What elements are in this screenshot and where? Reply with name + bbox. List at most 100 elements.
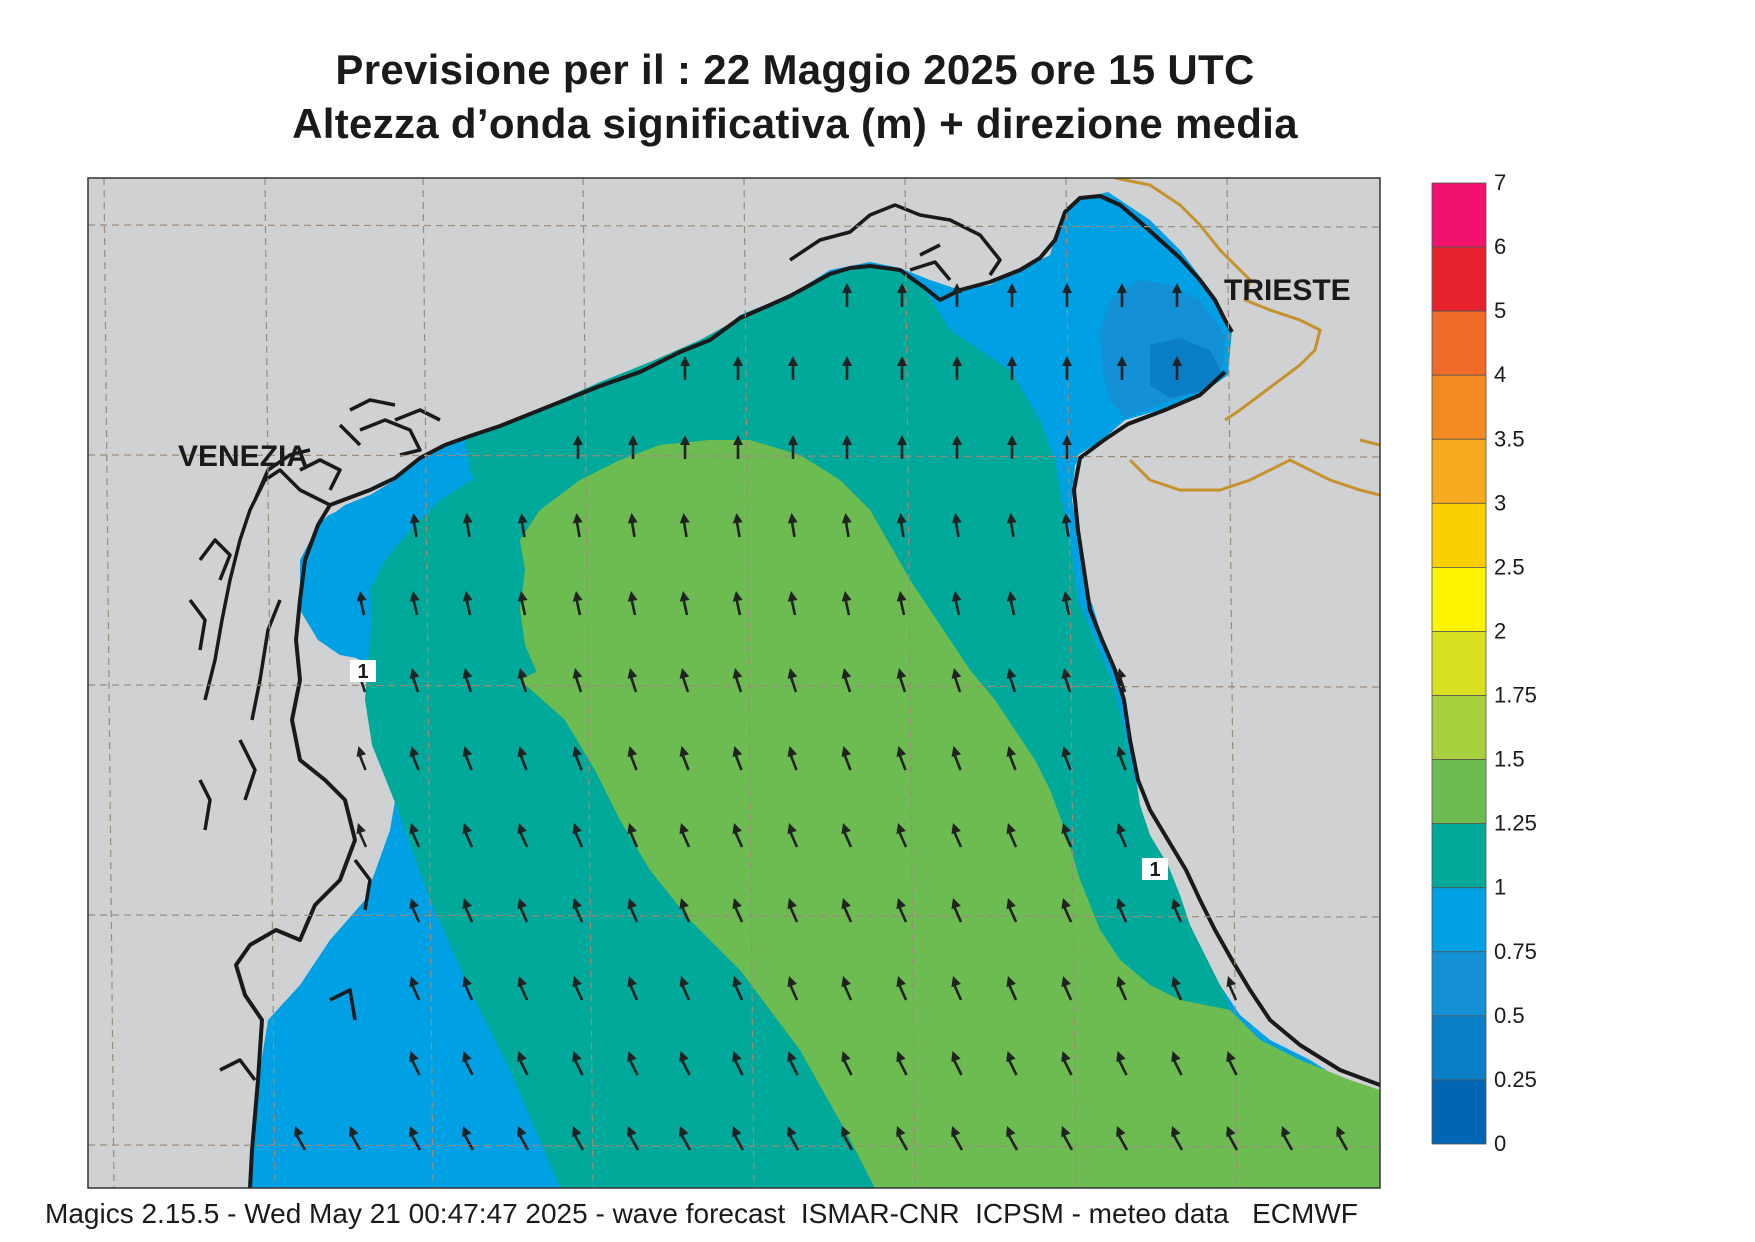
direction-arrow	[356, 823, 368, 848]
legend-label: 3	[1494, 490, 1506, 515]
meridian-line	[103, 178, 115, 1188]
direction-arrow	[1116, 668, 1127, 693]
contour-label-text: 1	[1149, 859, 1160, 881]
direction-arrow	[679, 823, 691, 848]
direction-arrow	[786, 1126, 800, 1151]
legend-swatch	[1431, 182, 1487, 248]
direction-arrow	[788, 356, 798, 380]
meridian-line	[743, 178, 755, 1188]
legend-label: 5	[1494, 298, 1506, 323]
istria-land	[1072, 290, 1380, 1100]
direction-arrow	[951, 898, 963, 923]
direction-arrow	[461, 1126, 475, 1151]
legend-label: 4	[1494, 362, 1506, 387]
direction-arrow	[627, 1051, 639, 1076]
sea-band-0.25-0.5	[1150, 338, 1222, 398]
legend-label: 6	[1494, 234, 1506, 259]
direction-arrow	[952, 435, 962, 459]
direction-arrow	[1170, 1126, 1184, 1151]
direction-arrow	[1006, 823, 1018, 848]
direction-arrow	[733, 356, 743, 380]
direction-arrow	[951, 1051, 963, 1076]
direction-arrow	[678, 1126, 692, 1151]
direction-arrow	[356, 591, 367, 616]
direction-arrow	[1006, 591, 1017, 616]
legend-swatch	[1431, 695, 1487, 760]
direction-arrow	[517, 513, 528, 538]
direction-arrow	[517, 976, 529, 1001]
direction-arrow	[1006, 1051, 1018, 1076]
direction-arrow	[1335, 1126, 1349, 1151]
direction-arrow	[732, 668, 743, 693]
direction-arrow	[517, 898, 529, 923]
direction-arrow	[896, 1051, 908, 1076]
direction-arrow	[787, 823, 799, 848]
direction-arrow	[1006, 746, 1017, 771]
direction-arrow	[627, 823, 639, 848]
direction-arrow	[679, 513, 690, 538]
coastline-west	[234, 503, 357, 1188]
legend-swatch	[1431, 951, 1487, 1017]
direction-arrow	[952, 356, 962, 380]
map-frame	[87, 177, 1381, 1189]
legend-label: 0	[1494, 1131, 1506, 1156]
meridian-line	[264, 178, 276, 1188]
direction-arrow	[573, 435, 583, 459]
legend-swatch	[1431, 374, 1487, 440]
legend-label: 0.25	[1494, 1067, 1537, 1092]
direction-arrow	[462, 746, 473, 771]
direction-arrow	[572, 513, 583, 538]
direction-arrow	[732, 746, 743, 771]
direction-arrow	[462, 513, 473, 538]
direction-arrow	[1226, 976, 1238, 1001]
meridian-line	[422, 178, 434, 1188]
wave-direction-arrows	[293, 283, 1349, 1151]
direction-arrow	[787, 976, 799, 1001]
lagoon-outline	[188, 398, 441, 1082]
direction-arrow	[409, 668, 420, 693]
direction-arrow	[679, 746, 690, 771]
legend-swatch	[1431, 246, 1487, 312]
meridian-line	[904, 178, 916, 1188]
direction-arrow	[409, 1051, 421, 1076]
legend-swatch	[1431, 887, 1487, 953]
direction-arrow	[517, 823, 529, 848]
direction-arrow	[841, 513, 852, 538]
legend-swatch	[1431, 823, 1487, 889]
direction-arrow	[348, 1126, 362, 1151]
direction-arrow	[951, 746, 962, 771]
direction-arrow	[1171, 1051, 1183, 1076]
direction-arrow	[1005, 1126, 1019, 1151]
direction-arrow	[1006, 668, 1017, 693]
direction-arrow	[1006, 513, 1017, 538]
direction-arrow	[732, 898, 744, 923]
color-legend: 7 6 5 4 3.5 3 2.5 2 1.75 1.5 1.25 1 0.75 0.5 0.25 0	[1431, 170, 1537, 1156]
contour-label-text: 1	[357, 661, 368, 683]
map-area: 1 1 VENEZIA TRIESTE	[88, 178, 1380, 1188]
direction-arrow	[679, 976, 691, 1001]
direction-arrow	[1007, 435, 1017, 459]
direction-arrow	[1226, 1051, 1238, 1076]
legend-label: 1.25	[1494, 811, 1537, 836]
direction-arrow	[896, 668, 907, 693]
direction-arrow	[732, 976, 744, 1001]
direction-arrow	[897, 283, 907, 307]
direction-arrow	[951, 591, 962, 616]
direction-arrow	[1061, 668, 1072, 693]
direction-arrow	[1225, 1126, 1239, 1151]
direction-arrow	[462, 1051, 474, 1076]
direction-arrow	[896, 591, 907, 616]
direction-arrow	[462, 976, 474, 1001]
direction-arrow	[1116, 898, 1128, 923]
direction-arrow	[897, 356, 907, 380]
direction-arrow	[1060, 1126, 1074, 1151]
direction-arrow	[841, 668, 852, 693]
direction-arrow	[409, 746, 420, 771]
direction-arrow	[1062, 283, 1072, 307]
direction-arrow	[951, 513, 962, 538]
direction-arrow	[628, 435, 638, 459]
direction-arrow	[679, 591, 690, 616]
direction-arrow	[572, 668, 583, 693]
direction-arrow	[627, 976, 639, 1001]
direction-arrow	[841, 976, 853, 1001]
